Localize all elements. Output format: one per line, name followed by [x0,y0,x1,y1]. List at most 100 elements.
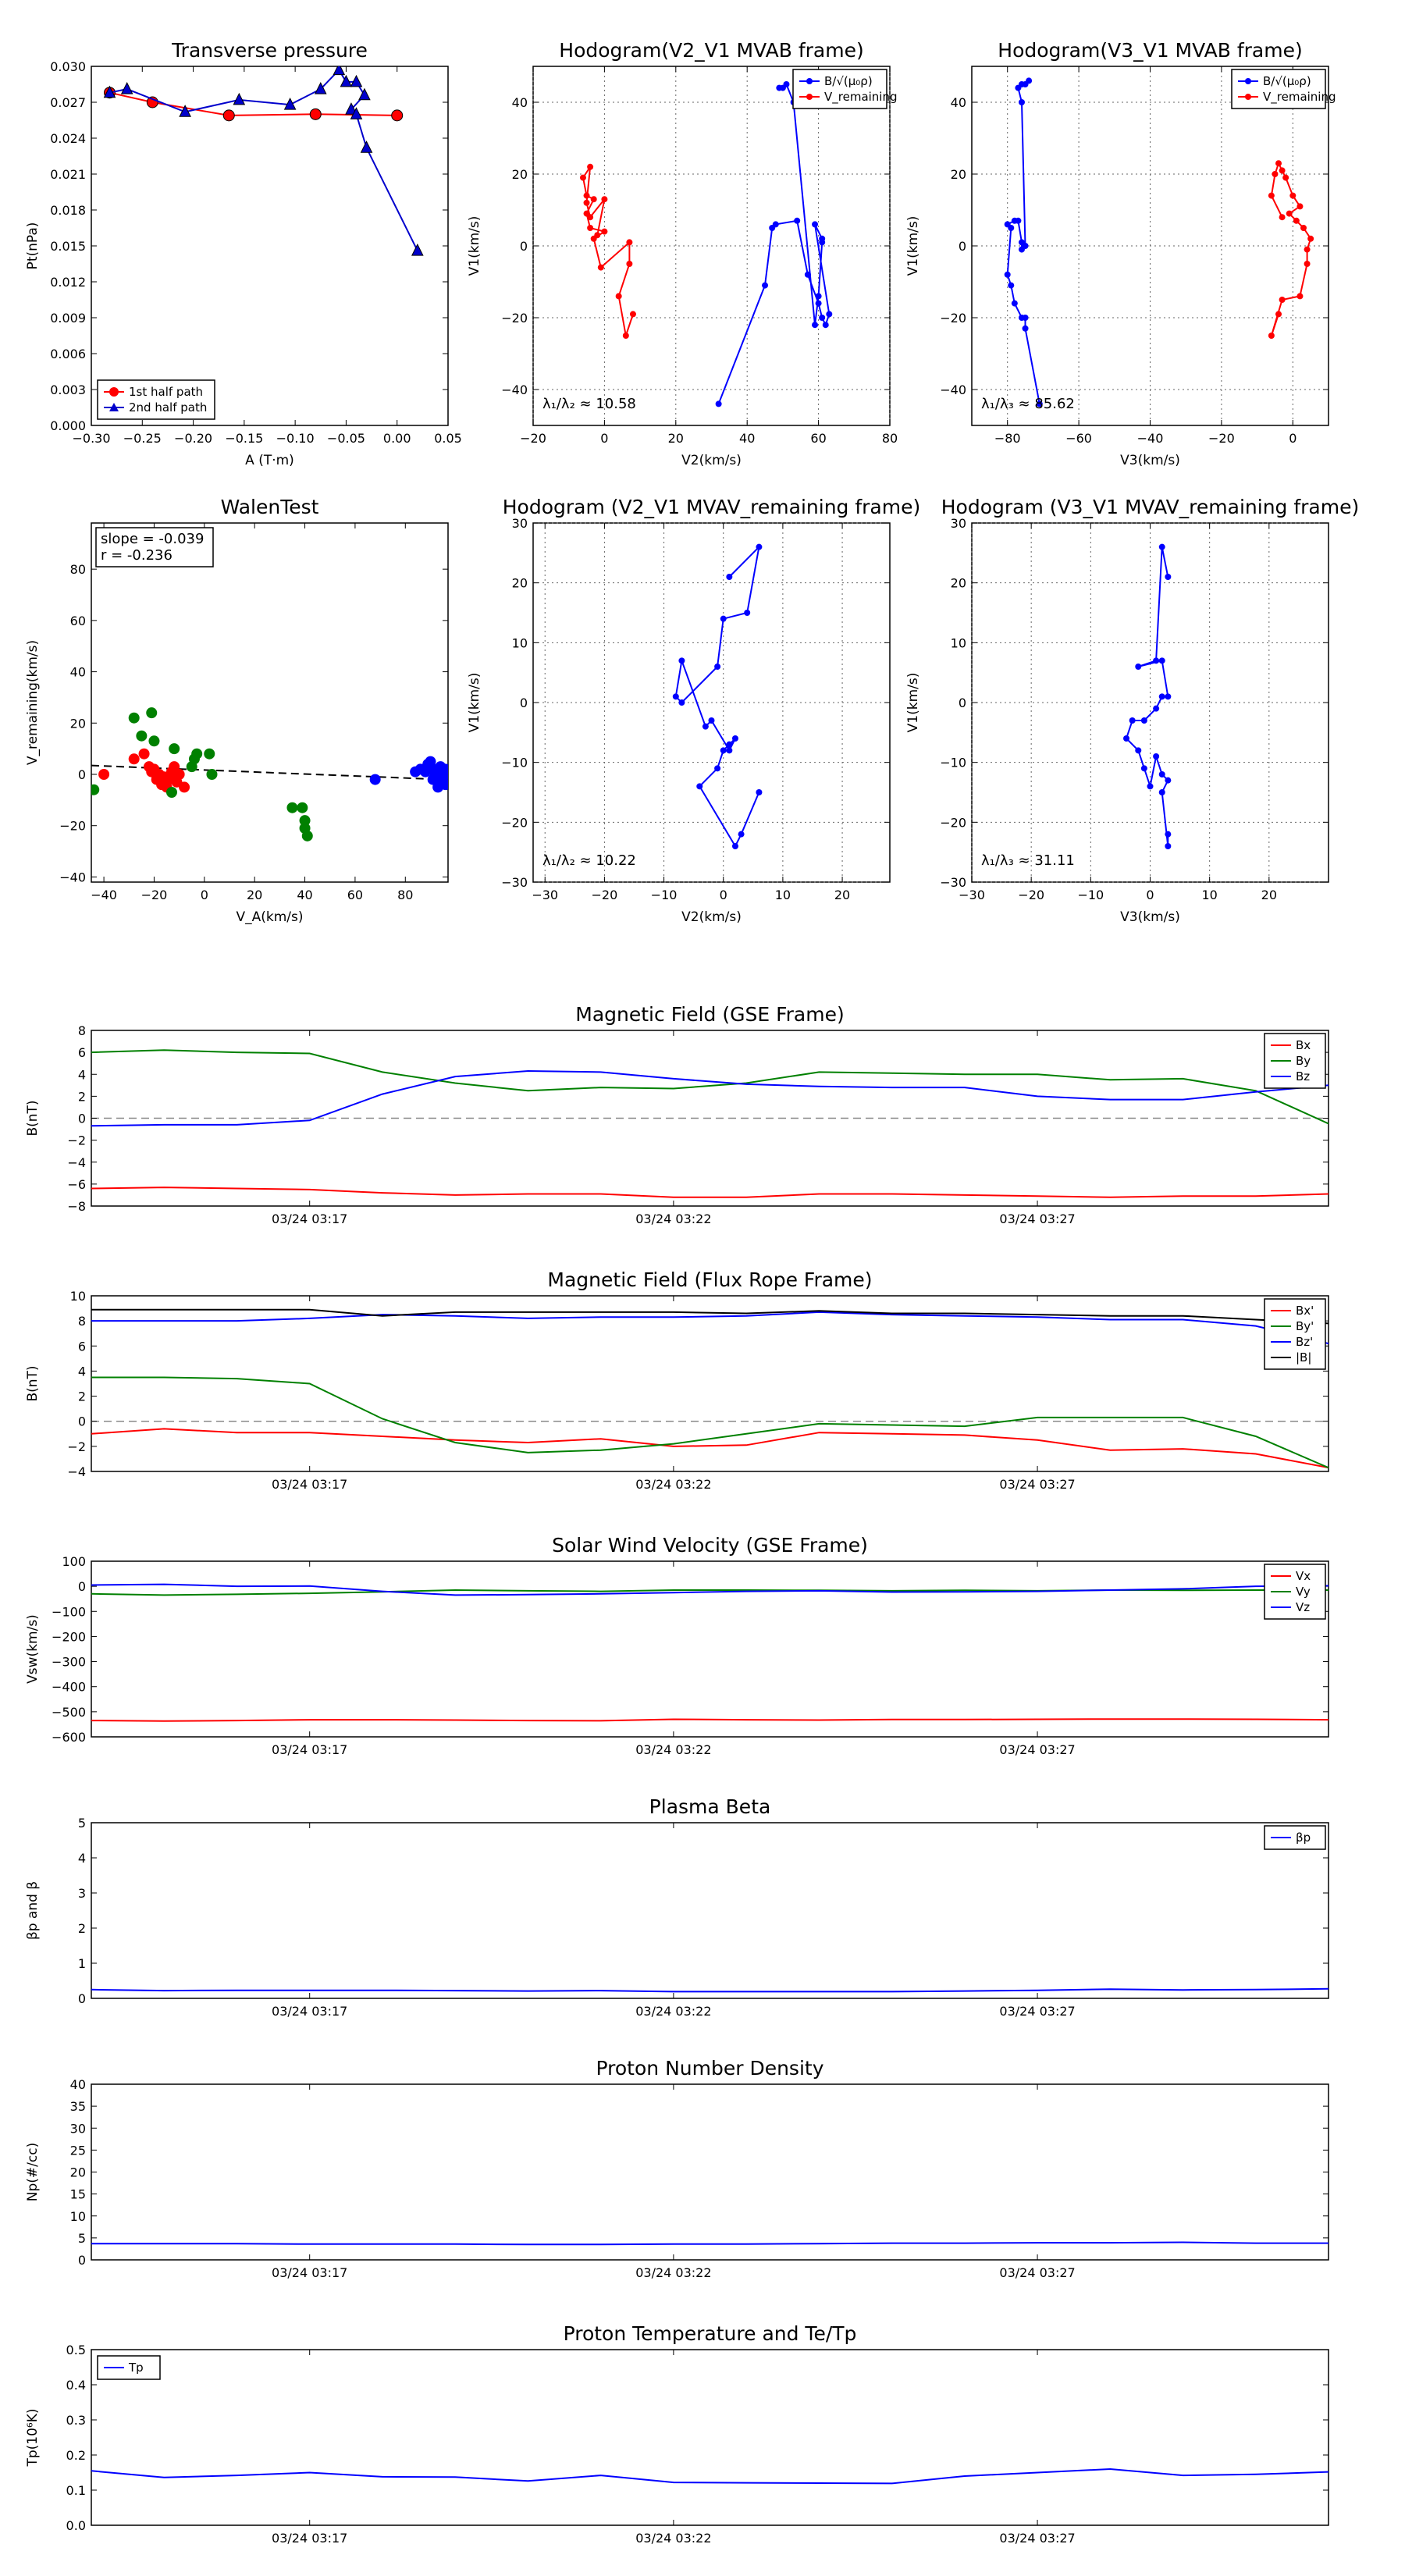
series-2nd-half-path-point [233,92,246,105]
x-tick-label: 0 [1146,888,1154,902]
series-v-point [756,543,763,550]
series-green-point [148,735,160,747]
y-axis-label: Vsw(km/s) [25,1614,41,1684]
y-tick-label: 2 [78,1921,86,1936]
x-axis-label: V_A(km/s) [236,909,303,925]
x-tick-label: −0.10 [276,431,315,446]
x-tick-label: 03/24 03:27 [999,1742,1075,1757]
series-v-point [1158,693,1165,700]
series-v-remaining-point [597,264,604,271]
x-axis-label: V2(km/s) [681,453,742,468]
legend-label: B/√(μ₀ρ) [824,74,873,88]
series-vz-line [91,1583,1329,1596]
series-green-point [206,769,218,780]
series-v-point [726,747,733,754]
y-tick-label: −400 [52,1680,86,1695]
y-tick-label: 0.4 [66,2378,86,2393]
y-axis-label: Np(#/cc) [25,2143,41,2201]
x-tick-label: −30 [532,888,558,902]
x-tick-label: −20 [520,431,546,446]
chart-title: Transverse pressure [171,39,368,62]
x-tick-label: 03/24 03:27 [999,2004,1075,2019]
stats-text: r = -0.236 [101,547,173,564]
series-v-remaining-point [583,192,590,199]
y-tick-label: 30 [70,2121,86,2136]
x-tick-label: 03/24 03:17 [272,2531,347,2546]
x-tick-label: 20 [668,431,684,446]
y-tick-label: 0.3 [66,2413,86,2428]
series-v-remaining-point [1279,167,1286,174]
y-tick-label: 100 [62,1554,86,1569]
series-v-point [1158,657,1165,664]
series-green-point [297,802,308,813]
series-2nd-half-path-point [350,107,363,119]
legend-label: V_remaining [824,90,898,105]
series-v-remaining-point [1307,235,1314,242]
y-tick-label: −200 [52,1629,86,1644]
series-b--point [1036,400,1043,407]
y-tick-label: −8 [67,1199,86,1214]
series-b--point [1015,217,1022,224]
series-v-point [708,717,715,724]
y-tick-label: 0 [959,696,966,710]
y-tick-label: 1 [78,1956,86,1971]
series-b--point [804,271,811,278]
x-tick-label: 80 [882,431,898,446]
plot-area [91,66,449,426]
legend-label: B/√(μ₀ρ) [1263,74,1311,88]
data-layer [1004,77,1314,407]
series-2nd-half-path-point [120,82,133,94]
y-tick-label: 15 [70,2187,86,2202]
chart-p10: Plasma Beta 03/24 03:17 03/24 03:22 03/24 0… [25,1795,1329,2019]
legend-box [1264,1825,1326,1850]
data-layer [91,1987,1329,1993]
series-b--point [1026,77,1033,84]
y-tick-label: 0.0 [66,2518,86,2533]
series-red-point [138,748,150,760]
legend-box [1231,69,1326,109]
data-layer [672,543,763,849]
y-tick-label: 3 [78,1886,86,1901]
x-tick-label: 03/24 03:27 [999,1212,1075,1226]
series-v-remaining-point [629,311,636,318]
chart-p2: Hodogram(V2_V1 MVAB frame) −20 0 20 40 60 80 −4… [467,39,898,468]
series-v-remaining-point [583,199,590,206]
series-v-remaining-point [1275,160,1282,167]
series-v-point [702,723,709,730]
series-2nd-half-path-point [340,74,353,87]
series-v-point [1165,777,1172,784]
series-blue-point [432,781,444,793]
legend-marker [806,78,813,84]
chart-title: Hodogram (V2_V1 MVAV_remaining frame) [503,496,921,518]
series-by--line [91,1376,1329,1469]
series-green-point [165,787,177,798]
series-v-point [1165,693,1172,700]
y-tick-label: −4 [67,1155,86,1170]
series-v-remaining-point [1286,210,1293,217]
series-1st-half-path-point [222,109,235,122]
series-v-remaining-point [1297,203,1304,210]
y-tick-label: 10 [512,635,528,650]
chart-p6: Hodogram (V3_V1 MVAV_remaining frame) −30… [905,496,1359,925]
series-b--point [812,221,819,228]
legend: βp [1264,1825,1326,1850]
y-tick-label: −300 [52,1655,86,1670]
y-tick-label: 80 [70,562,86,577]
series-2nd-half-path-point [333,66,346,76]
series-v-point [1153,753,1160,760]
y-axis-label: βp and β [25,1881,41,1940]
series-green-point [204,748,215,760]
y-axis-label: Pt(nPa) [25,222,41,270]
y-tick-label: 0.024 [50,131,86,146]
y-tick-label: −20 [940,815,966,830]
y-tick-label: 20 [951,576,966,591]
series-v-remaining-point [601,196,608,203]
y-tick-label: −10 [501,756,528,770]
fit-line [91,764,448,781]
series-v-point [1140,717,1147,724]
series-2nd-half-path-point [350,74,363,87]
x-tick-label: 20 [1261,888,1277,902]
x-tick-label: 0.05 [434,431,462,446]
chart-title: Plasma Beta [649,1795,771,1818]
